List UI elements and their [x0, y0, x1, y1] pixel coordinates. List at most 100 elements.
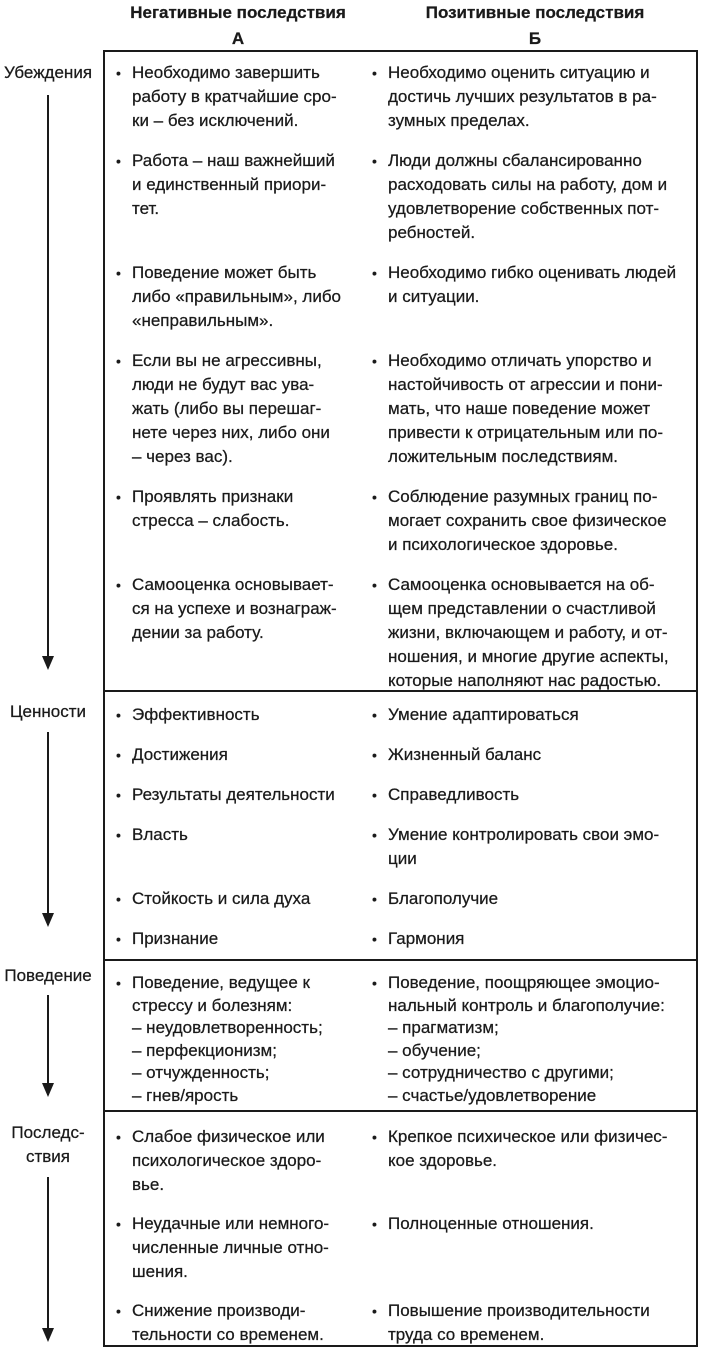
- list-item-positive: • Умение адаптироваться: [362, 703, 692, 727]
- list-item-negative: • Стойкость и сила духа: [105, 887, 362, 911]
- list-item-negative: • Признание: [105, 927, 362, 951]
- list-item-positive: • Благополучие: [362, 887, 692, 911]
- item-text-line: Справедливость: [388, 785, 520, 804]
- bullet-icon: •: [116, 707, 121, 723]
- item-text-line: труда со временем.: [388, 1325, 545, 1344]
- bullet-icon: •: [116, 153, 121, 169]
- item-text-line: Поведение может быть: [132, 263, 317, 282]
- list-item-negative: • Если вы не агрессивны, люди не будут вас…: [105, 349, 362, 469]
- column-a-title: Негативные последствия: [130, 3, 346, 22]
- item-text-line: которые наполняют нас радостью.: [388, 671, 662, 690]
- item-text-line: Власть: [132, 825, 188, 844]
- row-label-beliefs: Убеждения: [0, 61, 96, 85]
- item-text-line: Полноценные отношения.: [388, 1214, 594, 1233]
- item-text-line: – счастье/удовлетворение: [388, 1085, 597, 1105]
- column-a-letter: А: [231, 29, 245, 48]
- section-values: • Эффективность • Умение адаптироваться • Дос…: [105, 690, 696, 959]
- item-text-line: ложительным последствиям.: [388, 447, 619, 466]
- section-beliefs: • Необходимо завершить работу в кратчайшие…: [105, 50, 696, 690]
- item-text-line: кое здоровье.: [388, 1151, 498, 1170]
- item-text-line: жать (либо вы перешаг-: [132, 399, 322, 418]
- table-row: • Слабое физическое или психологическое зд…: [105, 1125, 696, 1197]
- item-text-line: Признание: [132, 929, 219, 948]
- item-text-line: удовлетворение собственных пот-: [388, 199, 660, 218]
- item-text-line: расходовать силы на работу, дом и: [388, 175, 668, 194]
- list-item-positive: • Поведение, поощряющее эмоцио-нальный ко…: [362, 972, 692, 1107]
- item-text-line: мать, что наше поведение может: [388, 399, 651, 418]
- table-row: • Поведение может быть либо «правильным», …: [105, 261, 696, 333]
- item-text-line: Благополучие: [388, 889, 499, 908]
- item-text-line: Снижение производи-: [132, 1301, 306, 1320]
- bullet-icon: •: [116, 747, 121, 763]
- list-item-negative: • Эффективность: [105, 703, 362, 727]
- item-text-line: – обучение;: [388, 1040, 481, 1060]
- item-text-line: Необходимо завершить: [132, 63, 320, 82]
- item-text-line: Самооценка основывается на об-: [388, 575, 655, 594]
- item-text-line: ребностей.: [388, 223, 476, 242]
- item-text-line: – перфекционизм;: [132, 1040, 277, 1060]
- item-text-line: Проявлять признаки: [132, 487, 294, 506]
- item-text-line: достичь лучших результатов в ра-: [388, 87, 657, 106]
- item-text-line: Поведение, поощряющее эмоцио-: [388, 973, 660, 992]
- row-label-text: ствия: [25, 1147, 71, 1166]
- bullet-icon: •: [116, 787, 121, 803]
- bullet-icon: •: [116, 577, 121, 593]
- bullet-icon: •: [372, 265, 377, 281]
- item-text-line: ции: [388, 849, 417, 868]
- list-item-positive: • Необходимо оценить ситуацию и достичь лу…: [362, 61, 692, 133]
- item-text-line: жизни, включающем и работу, и от-: [388, 623, 668, 642]
- item-text-line: и единственный приори-: [132, 175, 327, 194]
- table-row: • Власть • Умение контролировать свои эмо-ц…: [105, 823, 696, 871]
- list-item-positive: • Справедливость: [362, 783, 692, 807]
- item-text-line: – отчужденность;: [132, 1063, 270, 1082]
- bullet-icon: •: [372, 707, 377, 723]
- table-row: • Признание • Гармония: [105, 927, 696, 951]
- table-row: • Результаты деятельности • Справедливость: [105, 783, 696, 807]
- row-label-text: Последс-: [11, 1123, 85, 1142]
- list-item-negative: • Власть: [105, 823, 362, 871]
- list-item-positive: • Самооценка основывается на об-щем предс…: [362, 573, 692, 693]
- item-text-line: нете через них, либо они: [132, 423, 330, 442]
- table-row: • Неудачные или немного-численные личные …: [105, 1212, 696, 1284]
- item-text-line: вье.: [132, 1175, 165, 1194]
- list-item-negative: • Самооценка основывает-ся на успехе и во…: [105, 573, 362, 693]
- table-row: • Проявлять признаки стресса – слабость. • С…: [105, 485, 696, 557]
- item-text-line: Повышение производительности: [388, 1301, 650, 1320]
- item-text-line: Результаты деятельности: [132, 785, 335, 804]
- list-item-negative: • Поведение, ведущее к стрессу и болезням:…: [105, 972, 362, 1107]
- list-item-positive: • Повышение производительности труда со вр…: [362, 1299, 692, 1347]
- bullet-icon: •: [372, 353, 377, 369]
- item-text-line: могает сохранить свое физическое: [388, 511, 667, 530]
- item-text-line: психологическое здоро-: [132, 1151, 322, 1170]
- list-item-negative: • Необходимо завершить работу в кратчайшие…: [105, 61, 362, 133]
- arrow-down-icon: [42, 995, 54, 1097]
- bullet-icon: •: [116, 489, 121, 505]
- item-text-line: Необходимо отличать упорство и: [388, 351, 652, 370]
- section-behavior: • Поведение, ведущее к стрессу и болезням:…: [105, 959, 696, 1110]
- bullet-icon: •: [372, 975, 377, 991]
- row-label-text: Убеждения: [3, 63, 93, 82]
- item-text-line: привести к отрицательным или по-: [388, 423, 663, 442]
- item-text-line: – неудовлетворенность;: [132, 1018, 323, 1037]
- item-text-line: дении за работу.: [132, 623, 264, 642]
- item-text-line: шения.: [132, 1262, 188, 1281]
- bullet-icon: •: [372, 747, 377, 763]
- item-text-line: Гармония: [388, 929, 465, 948]
- bullet-icon: •: [372, 827, 377, 843]
- list-item-positive: • Люди должны сбалансированно расходовать …: [362, 149, 692, 245]
- item-text-line: «неправильным».: [132, 311, 274, 330]
- item-text-line: Умение адаптироваться: [388, 705, 579, 724]
- item-text-line: – через вас).: [132, 447, 233, 466]
- list-item-positive: • Необходимо гибко оценивать людей и ситуа…: [362, 261, 692, 333]
- bullet-icon: •: [116, 1216, 121, 1232]
- item-text-line: Работа – наш важнейший: [132, 151, 335, 170]
- item-text-line: – гнев/ярость: [132, 1085, 239, 1105]
- item-text-line: работу в кратчайшие сро-: [132, 87, 337, 106]
- item-text-line: тет.: [132, 199, 160, 218]
- list-item-negative: • Снижение производи-тельности со времене…: [105, 1299, 362, 1347]
- item-text-line: стрессу и болезням:: [132, 995, 293, 1015]
- item-text-line: тельности со временем.: [132, 1325, 324, 1344]
- bullet-icon: •: [372, 891, 377, 907]
- item-text-line: Необходимо гибко оценивать людей: [388, 263, 677, 282]
- list-item-positive: • Полноценные отношения.: [362, 1212, 692, 1284]
